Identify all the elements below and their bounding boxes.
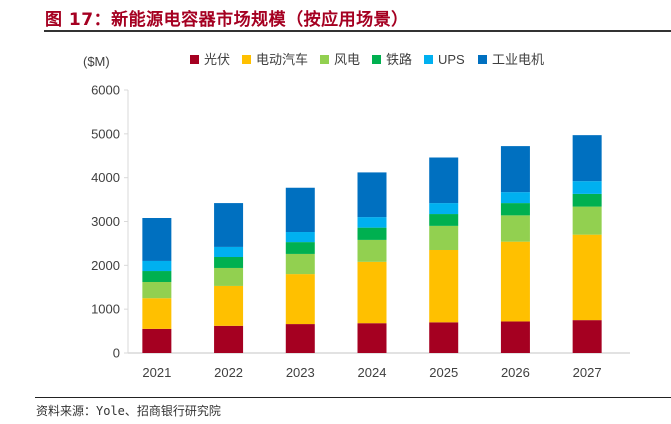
x-axis-ticks: 2021 2022 2023 2024 2025 2026 2027 — [142, 365, 601, 380]
y-tick-label: 3000 — [91, 214, 120, 229]
bar-segment-2025-4 — [429, 203, 459, 215]
bar-stack-2027 — [572, 135, 602, 353]
bar-segment-2022-3 — [214, 257, 244, 268]
legend-label: 铁路 — [386, 52, 412, 67]
bars — [142, 135, 602, 353]
bar-stack-2023 — [285, 187, 315, 353]
bar-segment-2021-3 — [142, 271, 172, 282]
legend-label: 光伏 — [204, 52, 230, 67]
bar-segment-2021-2 — [142, 281, 172, 299]
bar-segment-2023-3 — [285, 242, 315, 254]
bar-segment-2027-4 — [572, 181, 602, 194]
legend-label: 风电 — [334, 52, 360, 67]
bar-segment-2026-2 — [500, 215, 530, 242]
x-tick-label: 2021 — [142, 365, 171, 380]
bar-segment-2023-0 — [285, 324, 315, 353]
y-tick-label: 6000 — [91, 83, 120, 98]
x-tick-label: 2026 — [501, 365, 530, 380]
bar-segment-2027-1 — [572, 234, 602, 321]
bar-segment-2024-4 — [357, 217, 387, 228]
legend-swatch — [478, 55, 487, 64]
legend-label: UPS — [438, 52, 465, 67]
y-tick-label: 2000 — [91, 258, 120, 273]
bar-segment-2025-0 — [429, 322, 459, 353]
bar-segment-2025-2 — [429, 225, 459, 250]
legend-label: 电动汽车 — [256, 52, 308, 67]
bar-segment-2026-5 — [500, 146, 530, 193]
bar-segment-2021-5 — [142, 217, 172, 261]
bar-segment-2024-3 — [357, 227, 387, 240]
bar-segment-2027-5 — [572, 135, 602, 182]
legend-swatch — [190, 55, 199, 64]
x-tick-label: 2022 — [214, 365, 243, 380]
legend-swatch — [320, 55, 329, 64]
legend: 光伏 电动汽车 风电 铁路 UPS 工业电机 — [190, 52, 544, 67]
legend-swatch — [372, 55, 381, 64]
bar-segment-2026-3 — [500, 203, 530, 216]
bar-segment-2022-1 — [214, 285, 244, 326]
bar-stack-2021 — [142, 217, 172, 353]
bar-segment-2023-2 — [285, 253, 315, 275]
bar-segment-2027-3 — [572, 193, 602, 207]
bar-segment-2023-1 — [285, 274, 315, 325]
source-divider — [35, 397, 671, 398]
bar-segment-2025-1 — [429, 249, 459, 323]
bar-segment-2023-4 — [285, 232, 315, 243]
legend-label: 工业电机 — [492, 52, 544, 67]
y-tick-label: 0 — [113, 346, 120, 361]
bar-segment-2025-3 — [429, 214, 459, 226]
bar-segment-2022-2 — [214, 267, 244, 286]
source-note: 资料来源：Yole、招商银行研究院 — [36, 404, 221, 418]
axes: 0 1000 2000 3000 4000 5000 6000 — [91, 83, 630, 361]
bar-segment-2026-0 — [500, 321, 530, 353]
bar-segment-2021-4 — [142, 260, 172, 272]
x-tick-label: 2025 — [429, 365, 458, 380]
x-tick-label: 2024 — [358, 365, 387, 380]
bar-segment-2024-0 — [357, 323, 387, 353]
bar-segment-2022-5 — [214, 203, 244, 247]
y-axis-unit-label: ($M) — [83, 54, 110, 69]
bar-segment-2026-1 — [500, 241, 530, 322]
bar-segment-2023-5 — [285, 187, 315, 233]
bar-segment-2027-0 — [572, 320, 602, 353]
bar-segment-2024-1 — [357, 261, 387, 324]
bar-segment-2021-1 — [142, 298, 172, 329]
bar-segment-2027-2 — [572, 206, 602, 235]
bar-segment-2026-4 — [500, 192, 530, 204]
y-tick-label: 4000 — [91, 170, 120, 185]
title-divider — [44, 30, 671, 32]
x-tick-label: 2023 — [286, 365, 315, 380]
bar-segment-2022-0 — [214, 325, 244, 353]
bar-stack-2026 — [500, 146, 530, 353]
bar-stack-2022 — [214, 203, 244, 353]
bar-stack-2024 — [357, 172, 387, 353]
figure-title: 图 17：新能源电容器市场规模（按应用场景） — [45, 10, 409, 30]
bar-segment-2024-2 — [357, 239, 387, 262]
bar-segment-2021-0 — [142, 328, 172, 353]
x-tick-label: 2027 — [573, 365, 602, 380]
legend-swatch — [424, 55, 433, 64]
y-tick-label: 1000 — [91, 302, 120, 317]
bar-segment-2024-5 — [357, 172, 387, 218]
bar-segment-2022-4 — [214, 246, 244, 258]
y-tick-label: 5000 — [91, 126, 120, 141]
bar-segment-2025-5 — [429, 157, 459, 204]
legend-swatch — [242, 55, 251, 64]
bar-stack-2025 — [429, 157, 459, 353]
